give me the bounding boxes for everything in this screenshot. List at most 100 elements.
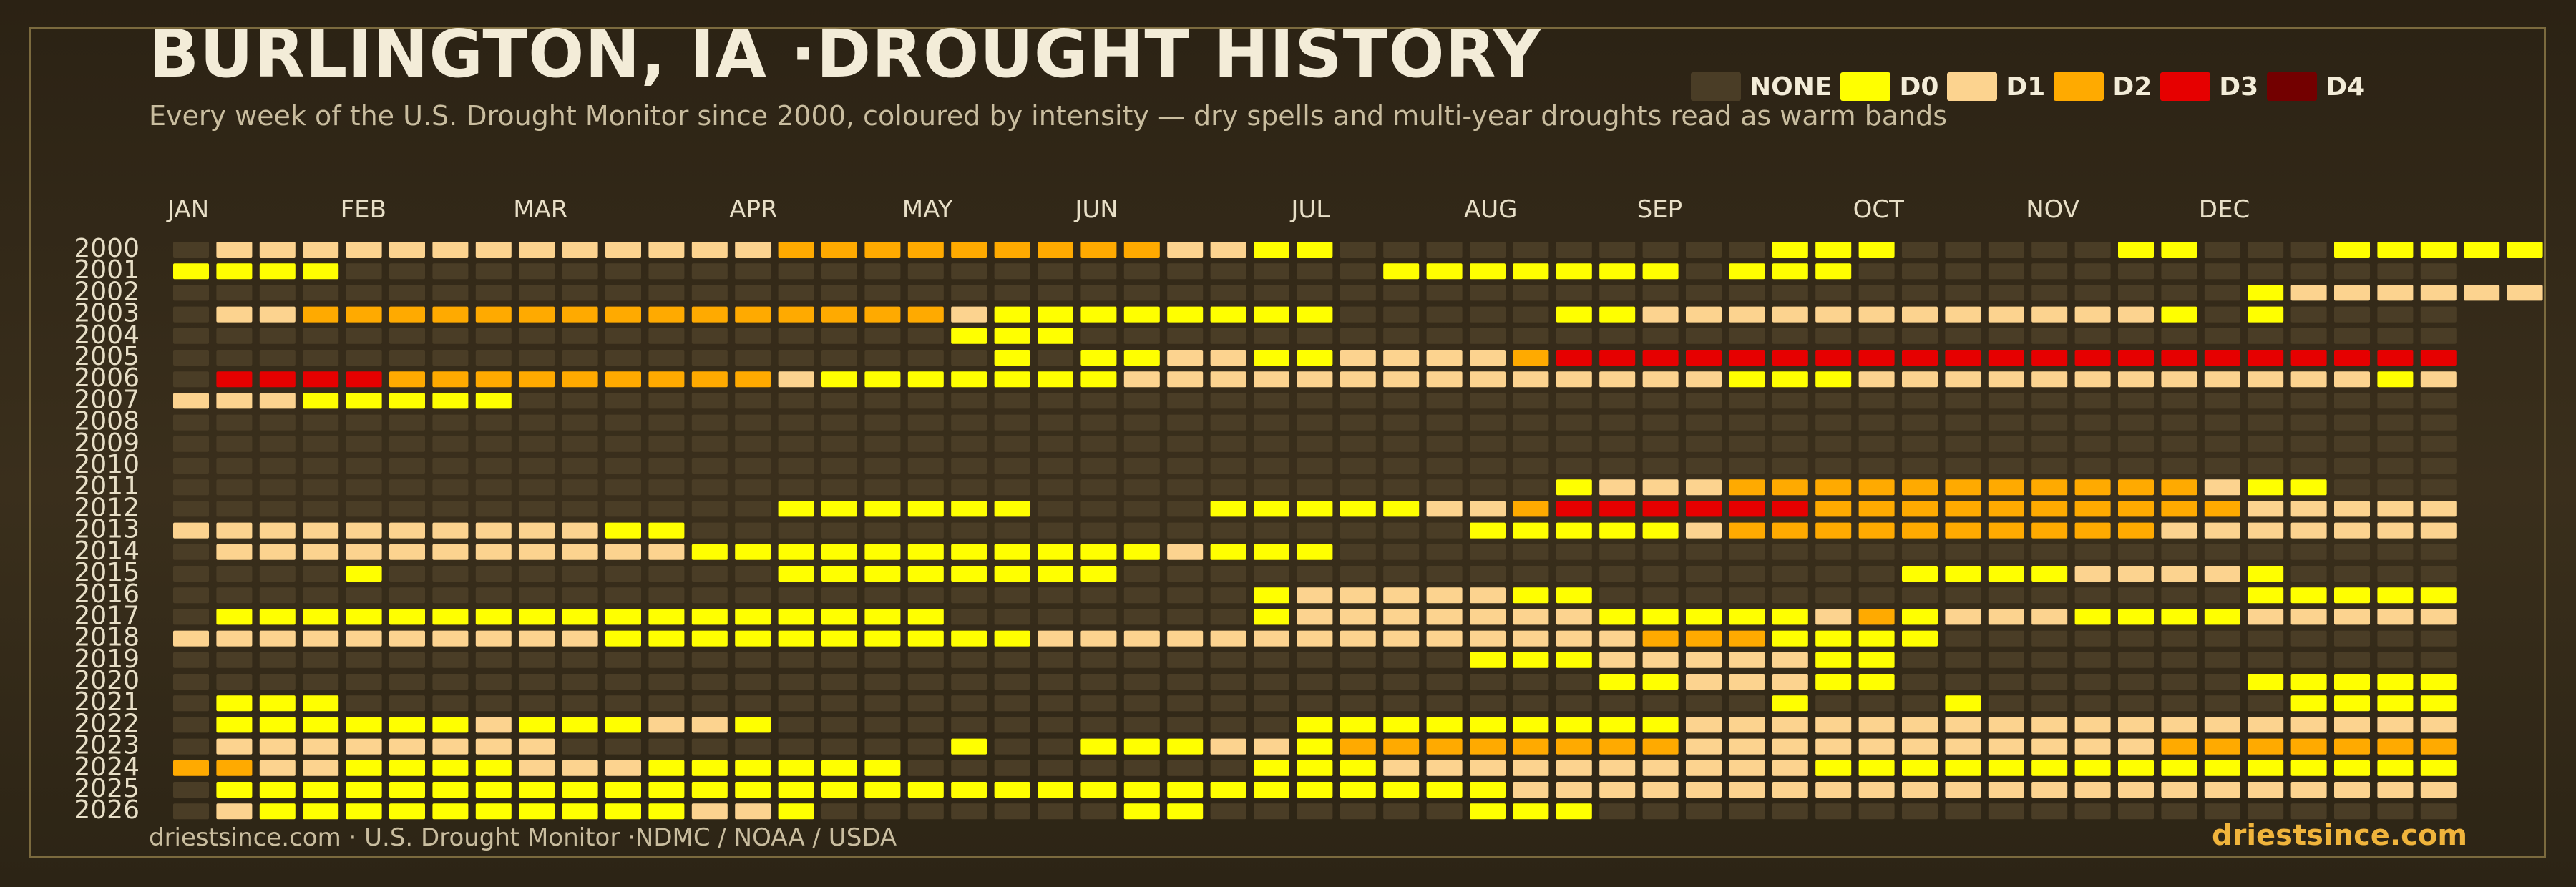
- week-cell: [432, 522, 469, 539]
- week-cell: [821, 566, 857, 582]
- week-cell: [2420, 587, 2457, 604]
- week-cell: [1123, 630, 1160, 647]
- week-cell: [1686, 803, 1722, 820]
- week-cell: [821, 350, 857, 366]
- week-cell: [1945, 738, 1981, 755]
- week-cell: [1815, 695, 1852, 712]
- week-cell: [648, 782, 685, 798]
- week-cell: [2031, 242, 2068, 258]
- week-cell: [1038, 458, 1073, 474]
- week-cell: [2031, 306, 2068, 323]
- week-cell: [2204, 479, 2240, 496]
- week-cell: [2248, 782, 2284, 798]
- week-cell: [1297, 630, 1333, 647]
- week-cell: [1080, 350, 1117, 366]
- week-cell: [1210, 760, 1246, 776]
- week-cell: [691, 285, 728, 301]
- week-cell: [2074, 414, 2111, 431]
- year-label-2019: 2019: [74, 645, 140, 674]
- week-cell: [1815, 328, 1852, 344]
- week-cell: [2334, 544, 2370, 560]
- week-cell: [562, 306, 598, 323]
- week-cell: [1642, 285, 1679, 301]
- week-cell: [1858, 371, 1895, 388]
- week-cell: [1297, 760, 1333, 776]
- week-cell: [2334, 630, 2370, 647]
- week-cell: [2118, 738, 2154, 755]
- week-cell: [605, 393, 641, 409]
- week-cell: [1988, 760, 2024, 776]
- week-cell: [1038, 782, 1073, 798]
- week-cell: [1426, 436, 1463, 452]
- week-cell: [2074, 371, 2111, 388]
- week-cell: [1123, 306, 1160, 323]
- month-label-jan: JAN: [166, 195, 209, 224]
- week-cell: [1858, 414, 1895, 431]
- week-cell: [1254, 350, 1289, 366]
- month-label-dec: DEC: [2199, 195, 2250, 224]
- week-cell: [1729, 674, 1765, 690]
- week-cell: [735, 436, 771, 452]
- week-cell: [2074, 522, 2111, 539]
- week-cell: [475, 652, 512, 668]
- week-cell: [2248, 760, 2284, 776]
- week-cell: [1686, 328, 1722, 344]
- week-cell: [1038, 328, 1073, 344]
- week-cell: [1513, 738, 1549, 755]
- week-cell: [2161, 674, 2197, 690]
- week-cell: [2248, 371, 2284, 388]
- week-cell: [2420, 242, 2457, 258]
- week-cell: [303, 566, 339, 582]
- week-cell: [1599, 414, 1636, 431]
- week-cell: [1988, 630, 2024, 647]
- week-cell: [1297, 436, 1333, 452]
- week-cell: [778, 587, 814, 604]
- week-cell: [1080, 371, 1117, 388]
- week-cell: [1340, 652, 1376, 668]
- week-cell: [389, 242, 425, 258]
- week-cell: [1599, 717, 1636, 733]
- week-cell: [2377, 630, 2414, 647]
- week-cell: [1167, 458, 1204, 474]
- week-cell: [605, 328, 641, 344]
- week-cell: [1772, 674, 1808, 690]
- week-cell: [648, 479, 685, 496]
- week-cell: [432, 609, 469, 625]
- week-cell: [562, 717, 598, 733]
- week-cell: [1383, 263, 1420, 280]
- week-cell: [1340, 371, 1376, 388]
- week-cell: [1902, 717, 1938, 733]
- week-cell: [1210, 306, 1246, 323]
- week-cell: [2074, 436, 2111, 452]
- week-cell: [1556, 803, 1592, 820]
- week-cell: [2161, 782, 2197, 798]
- week-cell: [303, 630, 339, 647]
- week-cell: [2420, 522, 2457, 539]
- week-cell: [475, 674, 512, 690]
- year-label-2010: 2010: [74, 450, 140, 479]
- week-cell: [2334, 393, 2370, 409]
- week-cell: [1167, 566, 1204, 582]
- week-cell: [994, 393, 1030, 409]
- week-cell: [994, 544, 1030, 560]
- week-cell: [1945, 630, 1981, 647]
- week-cell: [1080, 630, 1117, 647]
- week-cell: [1123, 609, 1160, 625]
- week-cell: [2074, 587, 2111, 604]
- week-cell: [432, 263, 469, 280]
- week-cell: [691, 263, 728, 280]
- week-cell: [1038, 479, 1073, 496]
- week-cell: [2290, 306, 2327, 323]
- week-cell: [2248, 479, 2284, 496]
- week-cell: [2074, 479, 2111, 496]
- week-cell: [1210, 674, 1246, 690]
- week-cell: [605, 738, 641, 755]
- week-cell: [1513, 782, 1549, 798]
- week-cell: [173, 242, 209, 258]
- week-cell: [475, 436, 512, 452]
- week-cell: [2204, 717, 2240, 733]
- week-cell: [1254, 782, 1289, 798]
- week-cell: [1556, 609, 1592, 625]
- brand-link[interactable]: driestsince.com: [2211, 819, 2467, 852]
- week-cell: [648, 674, 685, 690]
